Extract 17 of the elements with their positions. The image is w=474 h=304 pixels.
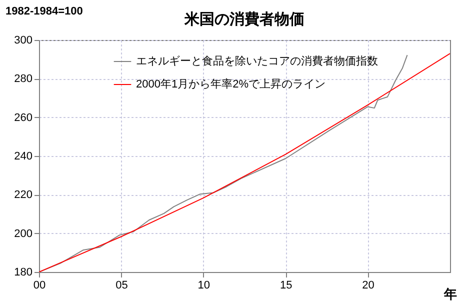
y-tick-label: 180 [14,266,32,278]
x-axis-title: 年 [443,286,457,302]
y-tick-label: 280 [14,73,32,86]
legend-label: 2000年1月から年率2%で上昇のライン [136,78,326,90]
x-tick-label: 15 [280,280,292,292]
chart-title: 米国の消費者物価 [184,11,304,28]
y-tick-label: 240 [14,150,32,162]
y-tick-label: 220 [14,189,32,202]
y-tick-label: 260 [14,112,32,124]
y-axis-title: 1982-1984=100 [6,6,83,18]
y-tick-label: 300 [14,34,32,46]
x-tick-label: 00 [33,280,46,292]
y-tick-label: 200 [14,228,32,240]
x-tick-label: 20 [362,280,374,292]
x-tick-label: 05 [116,280,128,292]
x-tick-label: 10 [198,280,210,292]
legend-label: エネルギーと食品を除いたコアの消費者物価指数 [136,54,378,68]
